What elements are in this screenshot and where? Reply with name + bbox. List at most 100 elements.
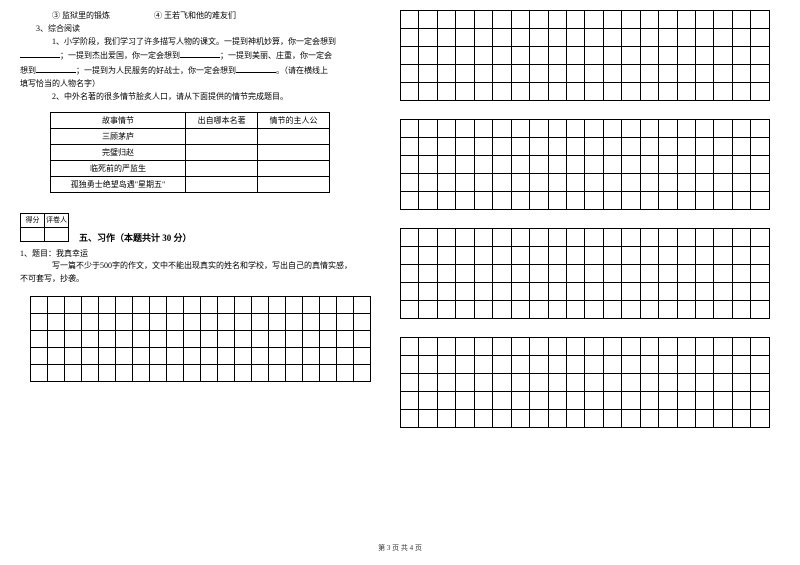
grid-cell[interactable] — [603, 120, 621, 138]
grid-cell[interactable] — [511, 283, 529, 301]
grid-cell[interactable] — [133, 313, 150, 330]
grid-cell[interactable] — [320, 364, 337, 381]
grid-cell[interactable] — [437, 338, 455, 356]
grid-cell[interactable] — [696, 29, 714, 47]
grid-cell[interactable] — [585, 338, 603, 356]
grid-cell[interactable] — [530, 120, 548, 138]
grid-cell[interactable] — [659, 174, 677, 192]
grid-cell[interactable] — [677, 374, 695, 392]
grid-cell[interactable] — [714, 229, 732, 247]
grid-cell[interactable] — [419, 392, 437, 410]
grid-cell[interactable] — [751, 356, 770, 374]
grid-cell[interactable] — [201, 347, 218, 364]
grid-cell[interactable] — [269, 313, 286, 330]
grid-cell[interactable] — [437, 11, 455, 29]
grid-cell[interactable] — [659, 120, 677, 138]
grid-cell[interactable] — [474, 11, 492, 29]
grid-cell[interactable] — [456, 247, 474, 265]
grid-cell[interactable] — [530, 229, 548, 247]
grid-cell[interactable] — [82, 296, 99, 313]
grid-cell[interactable] — [530, 338, 548, 356]
grid-cell[interactable] — [511, 83, 529, 101]
grid-cell[interactable] — [337, 364, 354, 381]
grid-cell[interactable] — [566, 338, 584, 356]
grid-cell[interactable] — [419, 356, 437, 374]
grid-cell[interactable] — [732, 11, 750, 29]
grid-cell[interactable] — [714, 174, 732, 192]
grid-cell[interactable] — [48, 296, 65, 313]
grid-cell[interactable] — [493, 83, 511, 101]
grid-cell[interactable] — [456, 265, 474, 283]
grid-cell[interactable] — [456, 83, 474, 101]
grid-cell[interactable] — [751, 11, 770, 29]
blank-2[interactable] — [180, 48, 220, 58]
grid-cell[interactable] — [493, 338, 511, 356]
grid-cell[interactable] — [31, 347, 48, 364]
grid-cell[interactable] — [474, 338, 492, 356]
grid-cell[interactable] — [751, 174, 770, 192]
grid-cell[interactable] — [585, 265, 603, 283]
grid-cell[interactable] — [659, 301, 677, 319]
grid-cell[interactable] — [530, 29, 548, 47]
grid-cell[interactable] — [493, 356, 511, 374]
grid-cell[interactable] — [48, 364, 65, 381]
grid-cell[interactable] — [320, 296, 337, 313]
grid-cell[interactable] — [548, 65, 566, 83]
grid-cell[interactable] — [659, 29, 677, 47]
grid-cell[interactable] — [622, 301, 640, 319]
grid-cell[interactable] — [622, 29, 640, 47]
grid-cell[interactable] — [167, 296, 184, 313]
grid-cell[interactable] — [184, 364, 201, 381]
grid-cell[interactable] — [585, 301, 603, 319]
grid-cell[interactable] — [184, 347, 201, 364]
grid-cell[interactable] — [640, 65, 658, 83]
grid-cell[interactable] — [511, 156, 529, 174]
grid-cell[interactable] — [714, 65, 732, 83]
grid-cell[interactable] — [354, 364, 371, 381]
grid-cell[interactable] — [474, 120, 492, 138]
grid-cell[interactable] — [603, 410, 621, 428]
grid-cell[interactable] — [218, 364, 235, 381]
grid-cell[interactable] — [566, 392, 584, 410]
grid-cell[interactable] — [474, 283, 492, 301]
grid-cell[interactable] — [474, 229, 492, 247]
grid-cell[interactable] — [437, 229, 455, 247]
grid-cell[interactable] — [31, 364, 48, 381]
grid-cell[interactable] — [99, 364, 116, 381]
grid-cell[interactable] — [714, 156, 732, 174]
grid-cell[interactable] — [437, 265, 455, 283]
grid-cell[interactable] — [732, 83, 750, 101]
grid-cell[interactable] — [603, 338, 621, 356]
grid-cell[interactable] — [548, 47, 566, 65]
grid-cell[interactable] — [622, 229, 640, 247]
grid-cell[interactable] — [401, 229, 419, 247]
grid-cell[interactable] — [493, 156, 511, 174]
cell-input[interactable] — [258, 160, 330, 176]
grid-cell[interactable] — [65, 330, 82, 347]
grid-cell[interactable] — [493, 374, 511, 392]
grid-cell[interactable] — [530, 356, 548, 374]
grid-cell[interactable] — [99, 296, 116, 313]
grid-cell[interactable] — [566, 83, 584, 101]
grid-cell[interactable] — [677, 410, 695, 428]
grid-cell[interactable] — [659, 410, 677, 428]
grid-cell[interactable] — [566, 192, 584, 210]
grid-cell[interactable] — [659, 11, 677, 29]
grid-cell[interactable] — [622, 11, 640, 29]
grid-cell[interactable] — [566, 410, 584, 428]
grid-cell[interactable] — [474, 47, 492, 65]
grid-cell[interactable] — [201, 313, 218, 330]
grid-cell[interactable] — [303, 313, 320, 330]
grid-cell[interactable] — [419, 11, 437, 29]
grid-cell[interactable] — [286, 347, 303, 364]
grid-cell[interactable] — [116, 313, 133, 330]
grid-cell[interactable] — [150, 313, 167, 330]
grid-cell[interactable] — [456, 338, 474, 356]
blank-3[interactable] — [36, 63, 76, 73]
grid-cell[interactable] — [493, 301, 511, 319]
grid-cell[interactable] — [714, 83, 732, 101]
grid-cell[interactable] — [640, 192, 658, 210]
grid-cell[interactable] — [530, 192, 548, 210]
grid-cell[interactable] — [286, 296, 303, 313]
grid-cell[interactable] — [603, 301, 621, 319]
